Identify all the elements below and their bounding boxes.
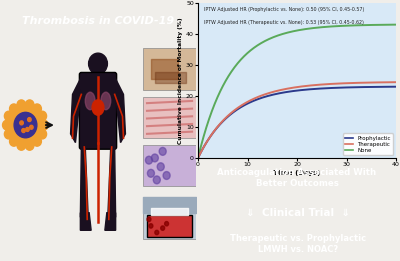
Circle shape: [159, 147, 166, 155]
Circle shape: [4, 129, 13, 139]
Circle shape: [33, 104, 42, 114]
Circle shape: [149, 224, 153, 228]
Circle shape: [153, 176, 160, 184]
Circle shape: [157, 163, 164, 171]
Circle shape: [161, 226, 165, 230]
Legend: Prophylactic, Therapeutic, None: Prophylactic, Therapeutic, None: [342, 133, 393, 155]
Circle shape: [146, 156, 152, 164]
Polygon shape: [108, 147, 116, 217]
Text: Anticoagulation Associated With
Better Outcomes: Anticoagulation Associated With Better O…: [218, 168, 376, 188]
Circle shape: [165, 222, 168, 226]
Circle shape: [28, 118, 31, 122]
FancyBboxPatch shape: [147, 215, 192, 237]
Circle shape: [151, 154, 158, 162]
FancyBboxPatch shape: [143, 197, 196, 239]
Polygon shape: [105, 213, 116, 230]
Circle shape: [2, 120, 11, 130]
Circle shape: [9, 106, 42, 144]
Circle shape: [155, 230, 159, 235]
Circle shape: [22, 129, 25, 133]
Circle shape: [33, 137, 42, 146]
Circle shape: [25, 100, 34, 110]
Circle shape: [38, 129, 46, 139]
Circle shape: [20, 121, 23, 125]
Circle shape: [40, 120, 48, 130]
Text: Thrombosis in COVID-19: Thrombosis in COVID-19: [22, 16, 174, 26]
Circle shape: [10, 137, 18, 146]
FancyBboxPatch shape: [143, 145, 196, 186]
Circle shape: [17, 141, 26, 150]
Ellipse shape: [92, 100, 104, 115]
Text: ⇓  Clinical Trial  ⇓: ⇓ Clinical Trial ⇓: [246, 208, 350, 218]
Circle shape: [10, 104, 18, 114]
FancyBboxPatch shape: [143, 48, 196, 90]
Text: IPTW Adjusted HR (Prophylactic vs. None): 0.50 (95% CI, 0.45-0.57): IPTW Adjusted HR (Prophylactic vs. None)…: [204, 7, 364, 12]
X-axis label: Time (Days): Time (Days): [273, 170, 321, 176]
Ellipse shape: [101, 92, 111, 110]
Polygon shape: [80, 213, 91, 230]
Ellipse shape: [85, 92, 95, 110]
Circle shape: [147, 169, 154, 177]
Text: Therapeutic vs. Prophylactic
LMWH vs. NOAC?: Therapeutic vs. Prophylactic LMWH vs. NO…: [230, 234, 366, 254]
Circle shape: [38, 111, 46, 121]
Circle shape: [88, 53, 108, 74]
Circle shape: [25, 141, 34, 150]
Circle shape: [147, 217, 151, 222]
Polygon shape: [115, 77, 126, 143]
Y-axis label: Cumulative Incidence of Mortality (%): Cumulative Incidence of Mortality (%): [178, 17, 183, 144]
Circle shape: [163, 171, 170, 180]
Circle shape: [14, 112, 37, 138]
FancyBboxPatch shape: [143, 97, 196, 138]
Circle shape: [4, 111, 13, 121]
Circle shape: [17, 100, 26, 110]
Polygon shape: [70, 77, 81, 143]
Bar: [95, 64, 101, 77]
Polygon shape: [80, 147, 88, 217]
FancyBboxPatch shape: [79, 73, 117, 149]
Circle shape: [30, 125, 33, 129]
Circle shape: [26, 127, 29, 132]
Text: IPTW Adjusted HR (Therapeutic vs. None): 0.53 (95% CI, 0.45-0.62): IPTW Adjusted HR (Therapeutic vs. None):…: [204, 20, 364, 25]
